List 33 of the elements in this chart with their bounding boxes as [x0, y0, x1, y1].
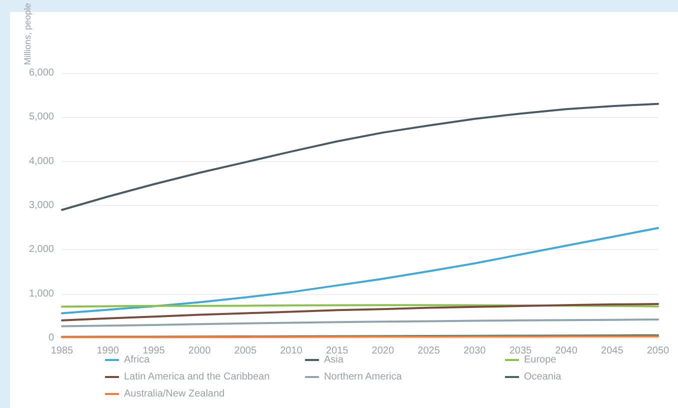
- x-tick-label: 2020: [372, 346, 394, 356]
- y-tick-label: 1,000: [28, 288, 54, 300]
- x-tick-label: 2035: [509, 346, 532, 356]
- legend-label: Africa: [124, 354, 150, 366]
- x-tick-label: 2030: [463, 346, 486, 356]
- y-tick-label: 3,000: [28, 200, 54, 211]
- x-tick-label: 2010: [280, 346, 303, 356]
- y-tick-label: 5,000: [28, 112, 54, 123]
- y-tick-label: 6,000: [28, 67, 54, 78]
- legend-label: Oceania: [524, 372, 562, 382]
- x-tick-label: 1995: [142, 346, 166, 356]
- legend-label: Latin America and the Caribbean: [124, 372, 270, 382]
- legend-label: Australia/New Zealand: [124, 388, 225, 400]
- line-series: [61, 226, 659, 314]
- y-axis-title: Millions, people: [22, 3, 32, 66]
- y-tick-label: 4,000: [28, 156, 54, 167]
- x-tick-label: 2005: [234, 346, 257, 356]
- line-series: [61, 318, 659, 328]
- x-tick-label: 2025: [418, 346, 440, 356]
- x-tick-label: 1990: [96, 346, 120, 356]
- x-tick-label: 1985: [50, 346, 74, 356]
- line-series: [61, 102, 659, 211]
- y-tick-label: 0: [48, 332, 54, 344]
- x-tick-label: 2045: [601, 346, 624, 356]
- line-series: [61, 302, 659, 322]
- x-tick-label: 2040: [555, 346, 578, 356]
- x-tick-label: 2050: [646, 346, 670, 356]
- x-tick-label: 2015: [326, 346, 349, 356]
- x-tick-label: 2000: [188, 346, 212, 356]
- y-tick-label: 2,000: [28, 244, 54, 256]
- legend-label: Asia: [324, 354, 344, 366]
- legend-label: Europe: [524, 354, 557, 366]
- legend-label: Northern America: [324, 372, 402, 382]
